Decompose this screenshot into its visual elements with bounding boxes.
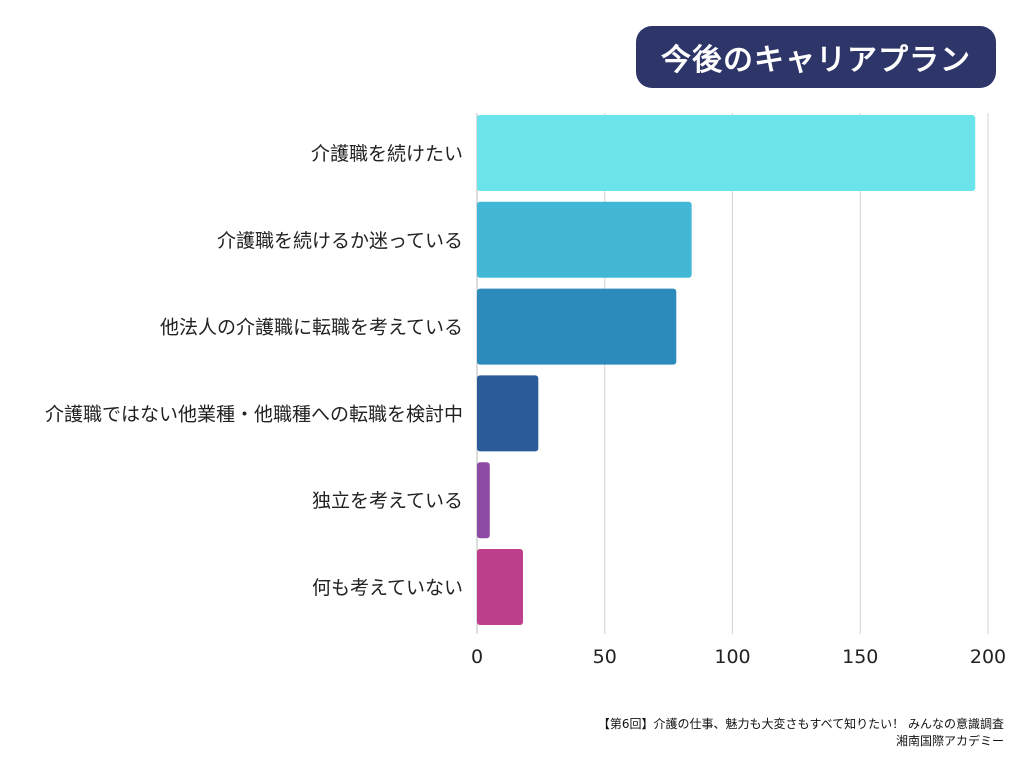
x-tick-label: 200 (970, 646, 1006, 668)
chart-title: 今後のキャリアプラン (636, 26, 996, 88)
category-labels: 介護職を続けたい介護職を続けるか迷っている他法人の介護職に転職を考えている介護職… (45, 143, 463, 599)
x-tick-label: 100 (714, 646, 750, 668)
x-tick-label: 0 (471, 646, 483, 668)
category-label: 介護職を続けるか迷っている (217, 230, 463, 252)
bar-3 (477, 288, 677, 365)
bar-chart: 介護職を続けたい介護職を続けるか迷っている他法人の介護職に転職を考えている介護職… (45, 113, 1006, 668)
footer-organization: 湘南国際アカデミー (895, 734, 1004, 748)
bar-4 (477, 375, 539, 452)
category-label: 介護職ではない他業種・他職種への転職を検討中 (45, 403, 463, 425)
footer-survey-title: 【第6回】介護の仕事、魅力も大変さもすべて知りたい！ みんなの意識調査 (597, 717, 1004, 731)
bar-2 (477, 201, 692, 278)
category-label: 何も考えていない (312, 577, 463, 599)
category-label: 独立を考えている (312, 490, 463, 512)
category-label: 介護職を続けたい (311, 143, 463, 165)
x-tick-labels: 0 50 100 150 200 (471, 646, 1006, 668)
x-tick-label: 50 (593, 646, 617, 668)
footer-source: 【第6回】介護の仕事、魅力も大変さもすべて知りたい！ みんなの意識調査 湘南国際… (598, 716, 1004, 750)
category-label: 他法人の介護職に転職を考えている (160, 317, 463, 339)
bar-6 (477, 549, 523, 625)
bars (477, 115, 976, 625)
x-tick-label: 150 (842, 646, 878, 668)
grid-lines (476, 113, 989, 634)
bar-1 (477, 115, 976, 191)
bar-5 (477, 462, 490, 539)
